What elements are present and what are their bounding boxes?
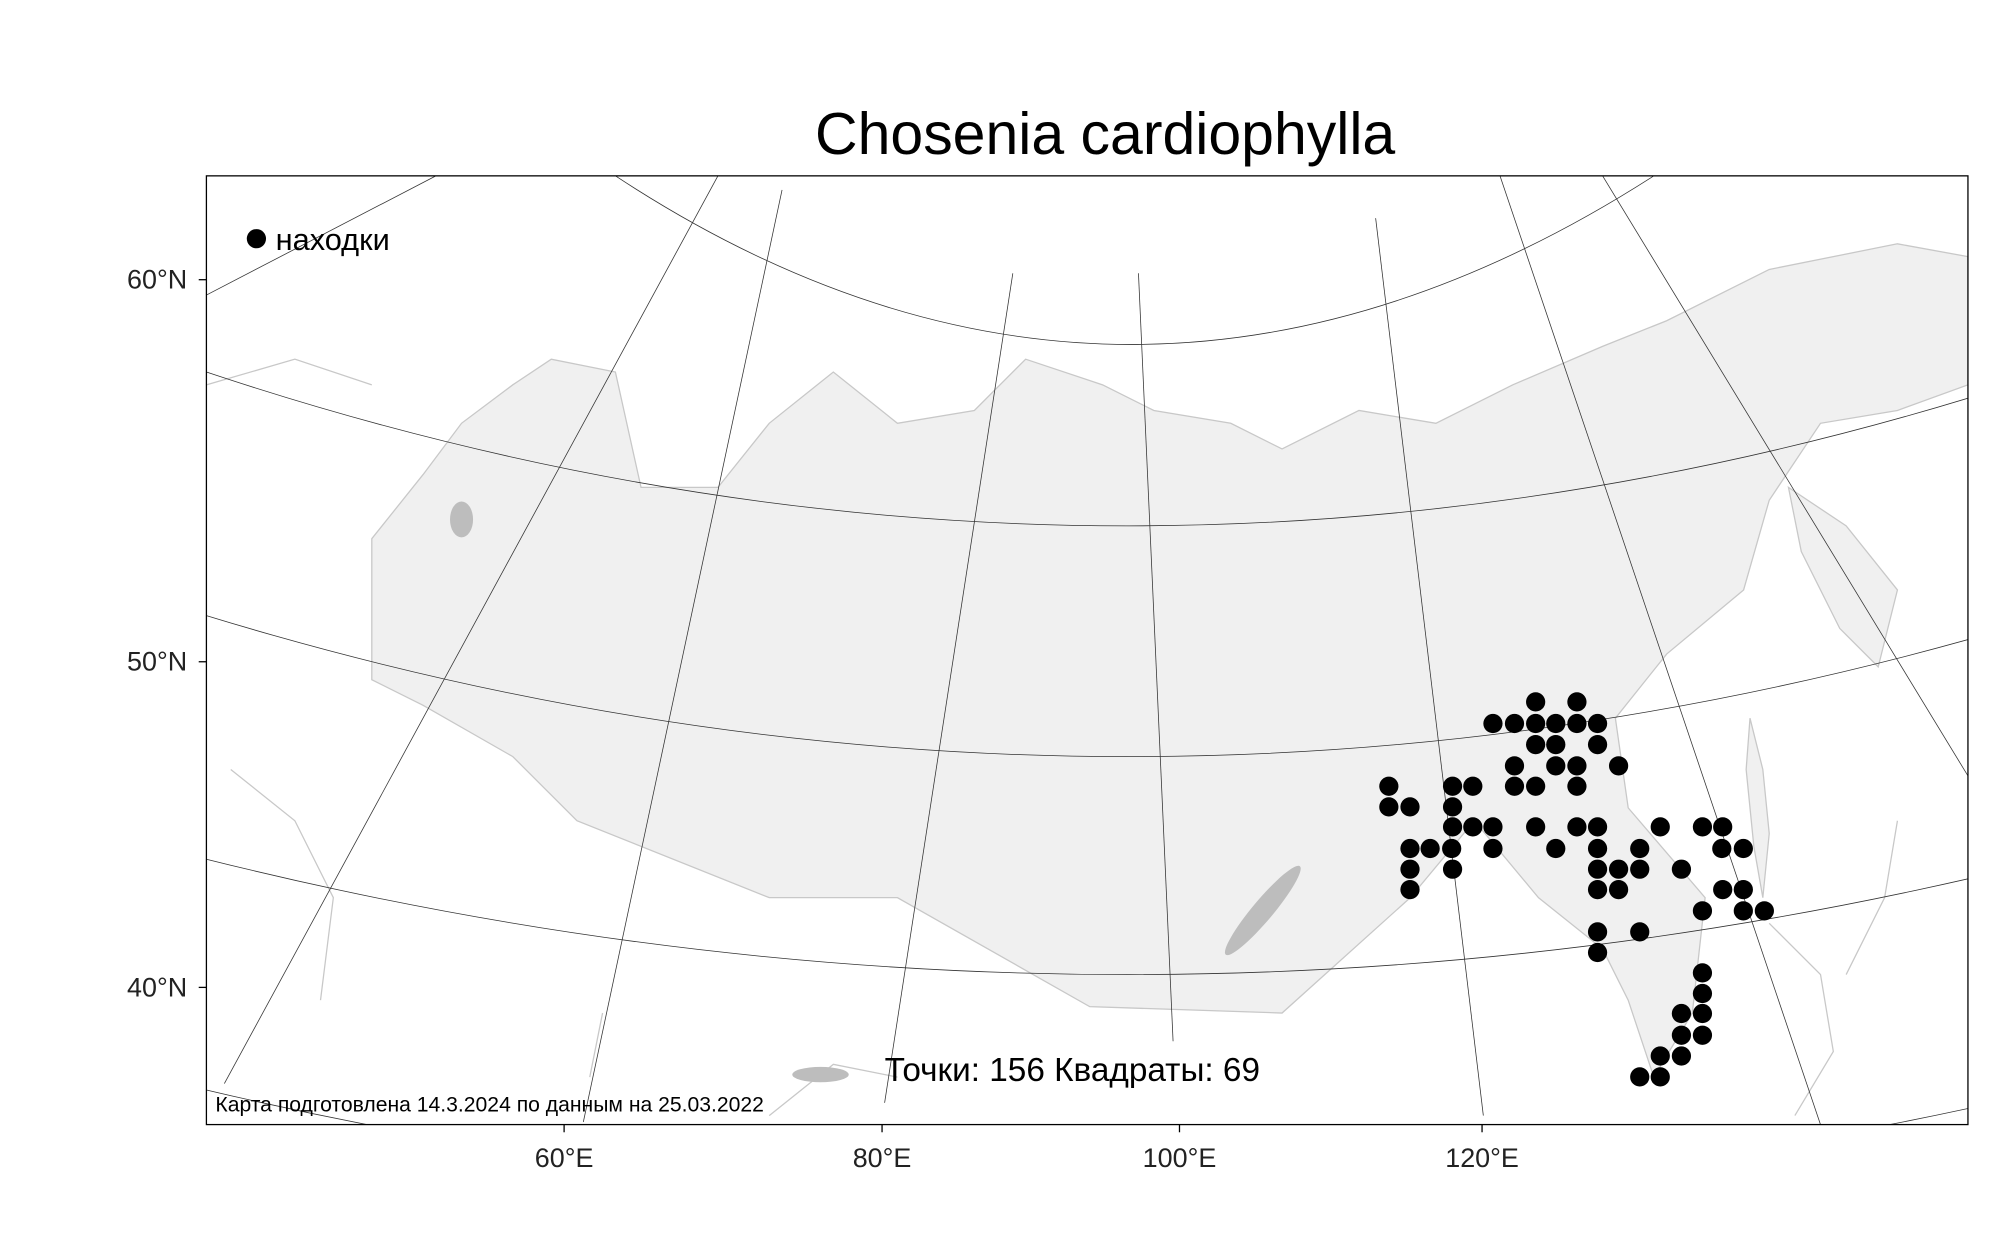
lon-label-120: 120°E [1445,1143,1519,1173]
occurrence-point [1608,859,1629,879]
occurrence-point [1608,879,1629,900]
lat-label-40: 40°N [127,972,187,1002]
lon-label-80: 80°E [853,1143,912,1173]
occurrence-point [1671,1046,1692,1066]
occurrence-point [1587,922,1608,942]
lat-label-60: 60°N [127,265,187,295]
occurrence-point [1692,817,1713,837]
occurrence-point [1526,817,1546,837]
occurrence-point [1587,859,1608,879]
occurrence-point [1587,942,1608,963]
coastlines [206,358,1899,1117]
occurrence-point [1630,838,1650,859]
occurrence-point [1713,879,1733,900]
occurrence-point [1671,859,1692,879]
occurrence-point [1587,838,1608,859]
occurrence-point [1587,879,1608,900]
landmass-russia [371,243,1968,1079]
occurrence-point [1379,776,1399,796]
occurrence-point [1463,776,1483,796]
legend-marker-icon [246,229,267,249]
occurrence-point [1692,1025,1713,1045]
occurrence-point [1671,1025,1692,1045]
occurrence-point [1400,859,1420,879]
occurrence-point [1442,838,1462,859]
occurrence-point [1400,879,1420,900]
occurrence-point [1526,692,1546,712]
occurrence-point [1483,713,1503,734]
occurrence-point [1546,713,1566,734]
occurrence-point [1650,817,1670,837]
occurrence-point [1567,776,1587,796]
map-area [206,175,1968,1125]
occurrence-point [1567,692,1587,712]
lon-label-60: 60°E [535,1143,594,1173]
occurrence-point [1567,817,1587,837]
occurrence-point [1692,983,1713,1004]
occurrence-point [1546,756,1566,776]
occurrence-point [1504,713,1525,734]
occurrence-point [1733,838,1753,859]
occurrence-point [1733,879,1753,900]
occurrence-point [1587,734,1608,755]
occurrence-point [1713,817,1733,837]
occurrence-point [1692,963,1713,983]
map-frame [205,175,1969,1126]
stats-text: Точки: 156 Квадраты: 69 [885,1052,1260,1089]
occurrence-point [1692,901,1713,921]
occurrence-point [1587,713,1608,734]
occurrence-point [1526,713,1546,734]
sakhalin [1745,718,1770,898]
occurrence-point [1567,713,1587,734]
occurrence-points [1379,692,1774,1087]
occurrence-point [1442,859,1463,879]
occurrence-point [1400,838,1420,859]
footer-text: Карта подготовлена 14.3.2024 по данным н… [215,1094,764,1117]
occurrence-point [1400,797,1420,817]
occurrence-point [1504,776,1525,796]
occurrence-point [1630,1067,1650,1087]
lake-ladoga [450,501,474,538]
occurrence-point [1483,838,1503,859]
lake-baikal [1224,865,1301,956]
occurrence-point [1546,734,1566,755]
legend-label: находки [276,222,390,257]
occurrence-point [1483,817,1503,837]
lake-balkhash [792,1066,849,1083]
occurrence-point [1754,901,1774,921]
occurrence-point [1671,1003,1692,1024]
occurrence-point [1733,901,1753,921]
occurrence-point [1587,817,1608,837]
lon-label-100: 100°E [1143,1143,1217,1173]
occurrence-point [1442,817,1463,837]
occurrence-point [1712,838,1732,859]
map-title: Chosenia cardiophylla [815,102,1395,167]
occurrence-point [1630,859,1650,879]
lat-label-50: 50°N [127,647,187,677]
occurrence-point [1442,797,1463,817]
occurrence-point [1608,756,1629,776]
occurrence-point [1504,756,1525,776]
graticule [206,175,1968,1125]
kamchatka [1787,486,1899,669]
occurrence-point [1442,776,1463,796]
occurrence-point [1526,734,1546,755]
occurrence-point [1463,817,1483,837]
occurrence-point [1650,1067,1670,1087]
occurrence-point [1546,838,1566,859]
occurrence-point [1526,776,1546,796]
occurrence-point [1650,1046,1670,1066]
occurrence-point [1630,922,1650,942]
occurrence-point [1379,797,1399,817]
occurrence-point [1420,838,1440,859]
occurrence-point [1692,1003,1713,1024]
occurrence-point [1567,756,1587,776]
